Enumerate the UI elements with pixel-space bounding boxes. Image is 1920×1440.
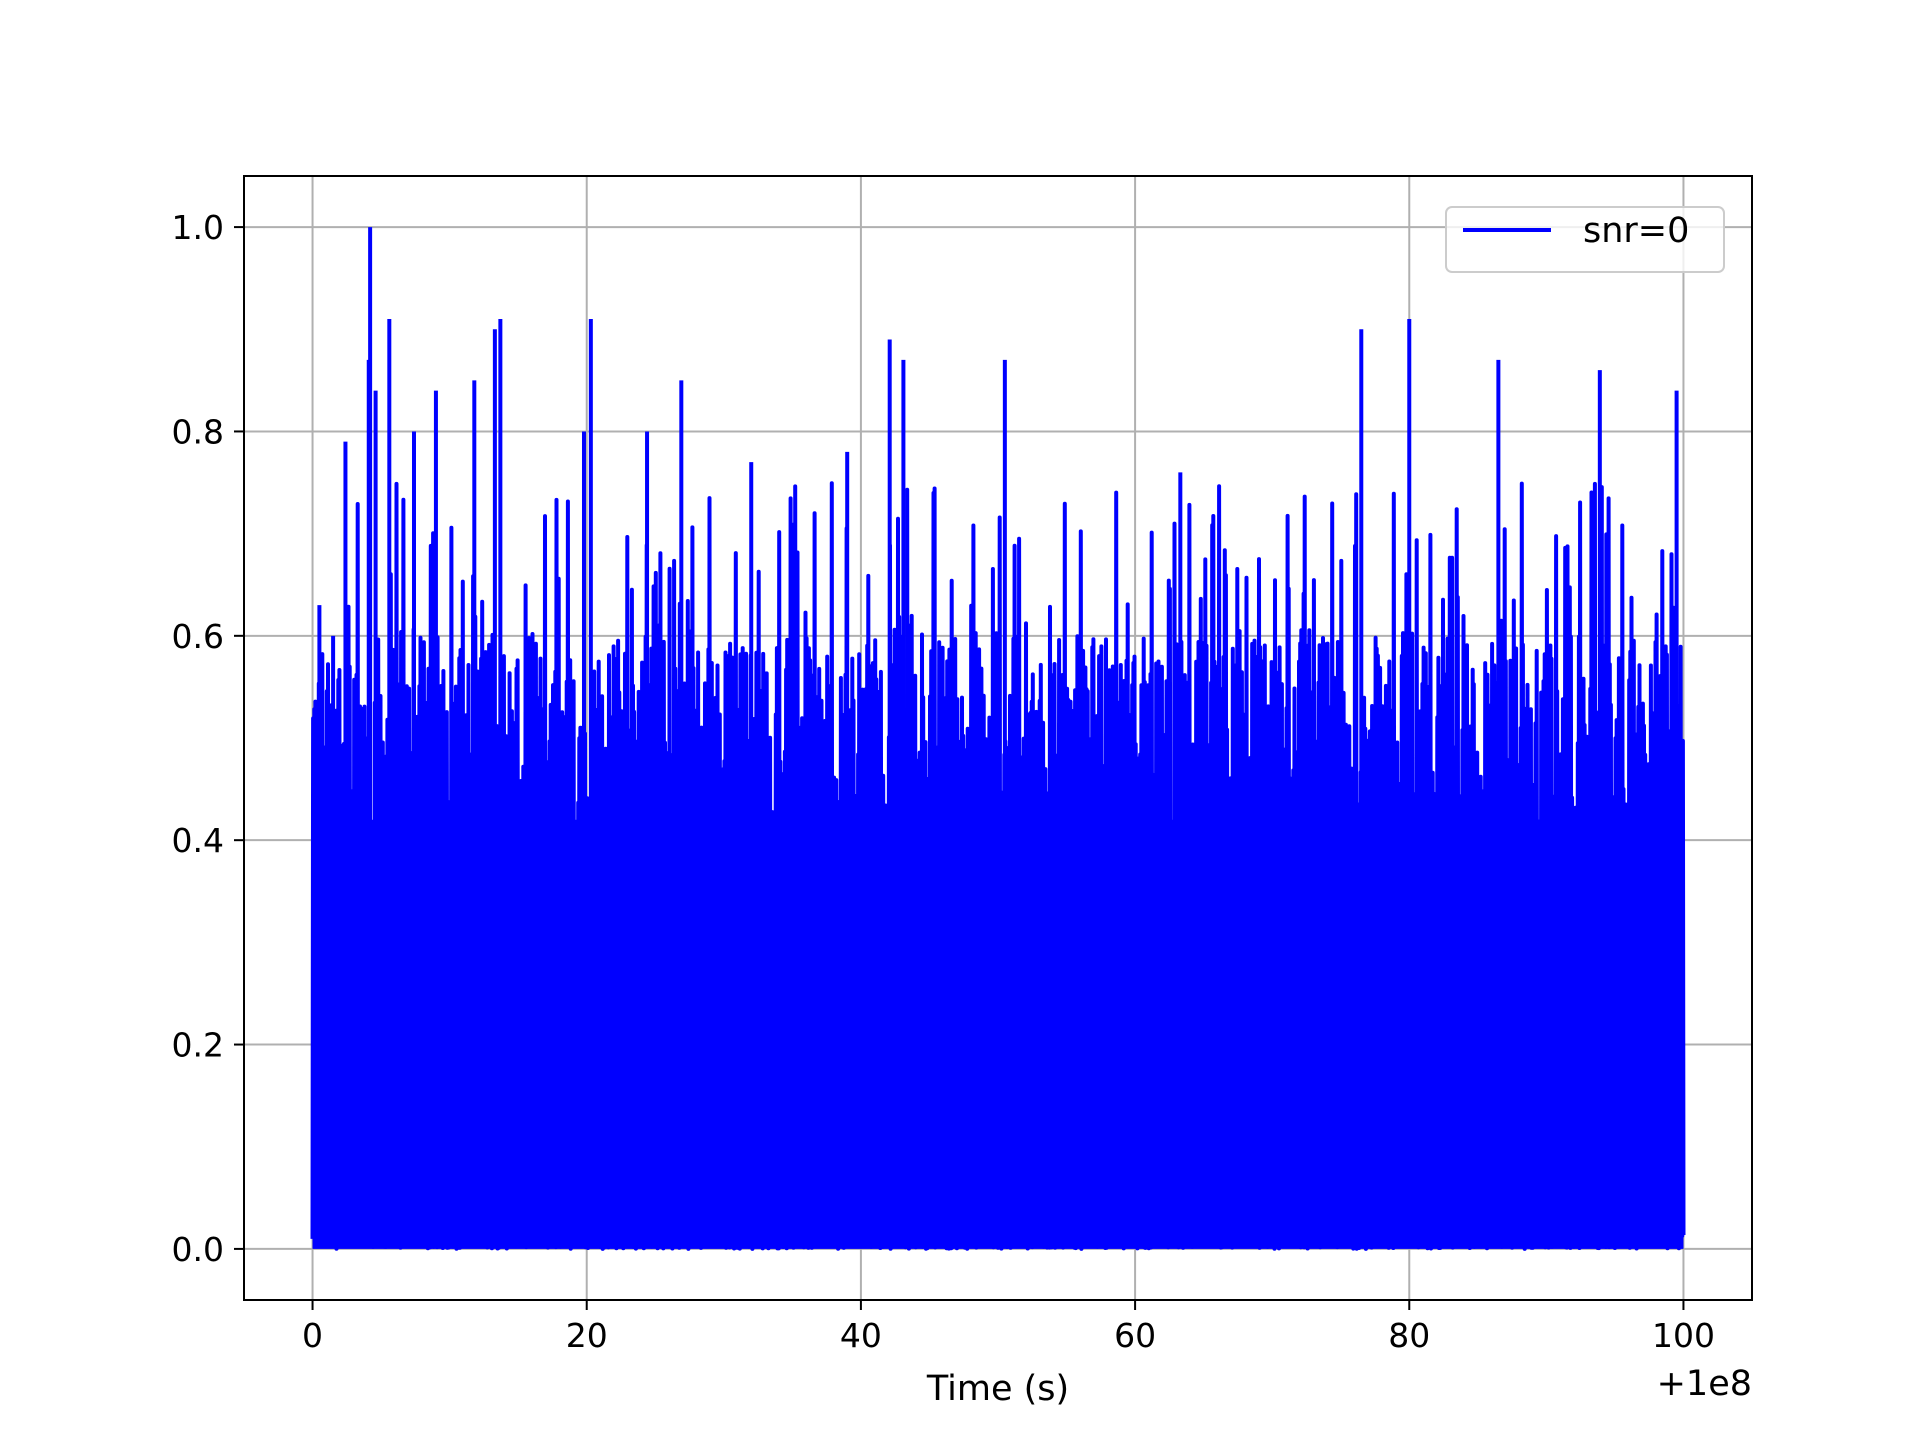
legend-entry-snr-0: snr=0 — [1583, 211, 1689, 251]
y-tick-label: 0.4 — [172, 821, 224, 860]
y-tick-label: 0.8 — [172, 412, 224, 451]
axis-ticks: 0 20 40 60 80 100 0.0 0.2 0.4 0.6 0.8 1.0 — [172, 208, 1715, 1355]
x-tick-label: 40 — [840, 1316, 882, 1355]
legend: snr=0 — [1445, 206, 1725, 273]
y-tick-label: 0.0 — [172, 1230, 224, 1269]
x-tick-label: 60 — [1114, 1316, 1156, 1355]
series-snr-0 — [310, 227, 1686, 1251]
x-axis-offset-text: +1e8 — [1657, 1364, 1752, 1404]
y-tick-label: 1.0 — [172, 208, 224, 247]
x-tick-label: 0 — [302, 1316, 323, 1355]
y-tick-label: 0.6 — [172, 617, 224, 656]
x-tick-label: 100 — [1652, 1316, 1715, 1355]
x-tick-label: 80 — [1388, 1316, 1430, 1355]
y-tick-label: 0.2 — [172, 1026, 224, 1065]
plot-area-frame — [243, 175, 1753, 1301]
x-axis-label: Time (s) — [926, 1369, 1069, 1409]
series-dense-band — [312, 819, 1684, 1249]
x-tick-label: 20 — [566, 1316, 608, 1355]
legend-box — [1445, 206, 1725, 273]
